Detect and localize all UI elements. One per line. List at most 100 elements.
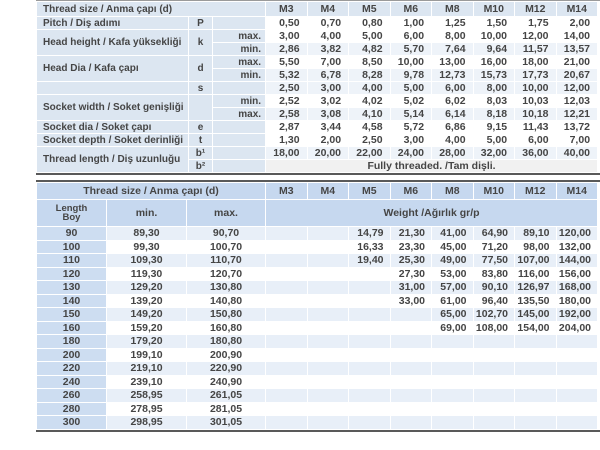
head-dimensions-table-wrapper: Thread size / Anma çapı (d) M3 M4 M5 M6 M8 M10… (35, 0, 600, 175)
min-cell: 129,20 (106, 280, 187, 295)
row-symbol: b² (188, 159, 213, 173)
weight-cell (431, 415, 474, 430)
value-cell: 12,00 (555, 81, 599, 95)
column-header-m6: M6 (389, 1, 433, 17)
length-weight-table-wrapper: Thread size / Anma çapı (d) M3 M4 M5 M6 M8 M10… (35, 180, 600, 432)
max-cell: 301,05 (185, 415, 267, 430)
value-cell: 9,78 (389, 68, 433, 82)
weight-cell (306, 415, 350, 430)
value-cell: 22,00 (348, 146, 391, 160)
value-cell: 6,00 (431, 81, 474, 95)
value-cell: 9,15 (472, 120, 516, 134)
weight-cell (265, 347, 308, 362)
weight-cell (348, 347, 391, 362)
weight-cell: 16,33 (348, 239, 391, 254)
row-symbol: d (188, 55, 213, 82)
column-header-m10: M10 (472, 1, 516, 17)
length-cell: 240 (36, 374, 107, 389)
max-cell: 130,80 (185, 280, 267, 295)
column-header-m14: M14 (555, 182, 599, 200)
value-cell: 2,00 (306, 133, 350, 147)
weight-cell: 168,00 (555, 280, 599, 295)
table-row: 220 219,10 220,90 (36, 361, 599, 376)
value-cell: 11,57 (514, 42, 557, 56)
max-header: max. (185, 199, 267, 227)
length-cell: 140 (36, 293, 107, 308)
weight-cell (265, 239, 308, 254)
min-cell: 298,95 (106, 415, 187, 430)
length-cell: 160 (36, 320, 107, 335)
weight-cell (472, 374, 516, 389)
table-row: 100 99,30 100,70 16,33 23,30 45,00 71,20 98,00 1… (36, 239, 599, 254)
value-cell: 21,00 (555, 55, 599, 69)
min-cell: 219,10 (106, 361, 187, 376)
weight-cell: 14,79 (348, 226, 391, 241)
weight-cell (472, 361, 516, 376)
weight-cell: 126,97 (514, 280, 557, 295)
column-header-m14: M14 (555, 1, 599, 17)
weight-cell (514, 388, 557, 403)
table-row: min. 5,32 6,78 8,28 9,78 12,73 15,73 17,73 20,67 (37, 68, 599, 82)
weight-cell: 49,00 (431, 253, 474, 268)
table-row: Socket dia / Soket çapı e 2,87 3,44 4,58 5,72… (36, 120, 599, 134)
weight-cell (514, 415, 557, 430)
weight-cell: 21,30 (389, 226, 433, 241)
column-header-m4: M4 (306, 182, 350, 200)
row-symbol: s (188, 81, 213, 95)
row-subqualifier: min. (211, 94, 267, 108)
table-row: s 2,50 3,00 4,00 5,00 6,00 8,00 10,00 12,00 (36, 81, 599, 95)
value-cell: 13,72 (555, 120, 599, 134)
table-row: 90 89,30 90,70 14,79 21,30 41,00 64,90 89,10 120… (36, 226, 599, 241)
value-cell: 7,64 (431, 42, 474, 56)
length-cell: 90 (36, 226, 107, 241)
weight-cell (555, 415, 599, 430)
value-cell: 4,00 (348, 81, 391, 95)
weight-cell (348, 415, 391, 430)
weight-cell (348, 388, 391, 403)
row-label: Socket dia / Soket çapı (36, 120, 189, 134)
spec-sheet: Thread size / Anma çapı (d) M3 M4 M5 M6 M8 M10… (35, 0, 600, 432)
weight-cell (348, 361, 391, 376)
value-cell: 6,02 (431, 94, 474, 108)
value-cell: 6,86 (431, 120, 474, 134)
weight-cell (348, 334, 391, 349)
weight-cell (306, 334, 350, 349)
value-cell: 4,00 (431, 133, 474, 147)
max-cell: 261,05 (185, 388, 267, 403)
weight-cell (265, 293, 308, 308)
value-cell: 9,64 (472, 42, 516, 56)
row-label: Head height / Kafa yüksekliği (36, 29, 189, 56)
weight-cell (306, 239, 350, 254)
length-cell: 260 (36, 388, 107, 403)
row-subqualifier (211, 133, 267, 147)
value-cell: 20,00 (306, 146, 350, 160)
weight-cell (348, 374, 391, 389)
value-cell: 4,82 (348, 42, 391, 56)
weight-cell (555, 334, 599, 349)
weight-cell (306, 374, 350, 389)
weight-cell: 154,00 (514, 320, 557, 335)
length-weight-table: Thread size / Anma çapı (d) M3 M4 M5 M6 M8 M10… (35, 182, 599, 430)
length-cell: 110 (36, 253, 107, 268)
row-subqualifier (211, 81, 267, 95)
value-cell: 5,00 (348, 29, 391, 43)
table-row: 240 239,10 240,90 (36, 374, 599, 389)
weight-cell: 204,00 (555, 320, 599, 335)
weight-cell (348, 401, 391, 416)
row-symbol (188, 94, 213, 121)
weight-cell: 45,00 (431, 239, 474, 254)
weight-cell (306, 266, 350, 281)
min-cell: 199,10 (106, 347, 187, 362)
min-header: min. (106, 199, 187, 227)
table-row: Head height / Kafa yüksekliği k max. 3,00 4,… (36, 29, 599, 56)
weight-cell (389, 361, 433, 376)
weight-cell (265, 415, 308, 430)
min-cell: 109,30 (106, 253, 187, 268)
weight-cell (306, 307, 350, 322)
weight-cell: 135,50 (514, 293, 557, 308)
length-cell: 180 (36, 334, 107, 349)
weight-cell (472, 347, 516, 362)
row-subqualifier: min. (211, 68, 267, 82)
value-cell: 4,10 (348, 107, 391, 121)
weight-cell: 65,00 (431, 307, 474, 322)
